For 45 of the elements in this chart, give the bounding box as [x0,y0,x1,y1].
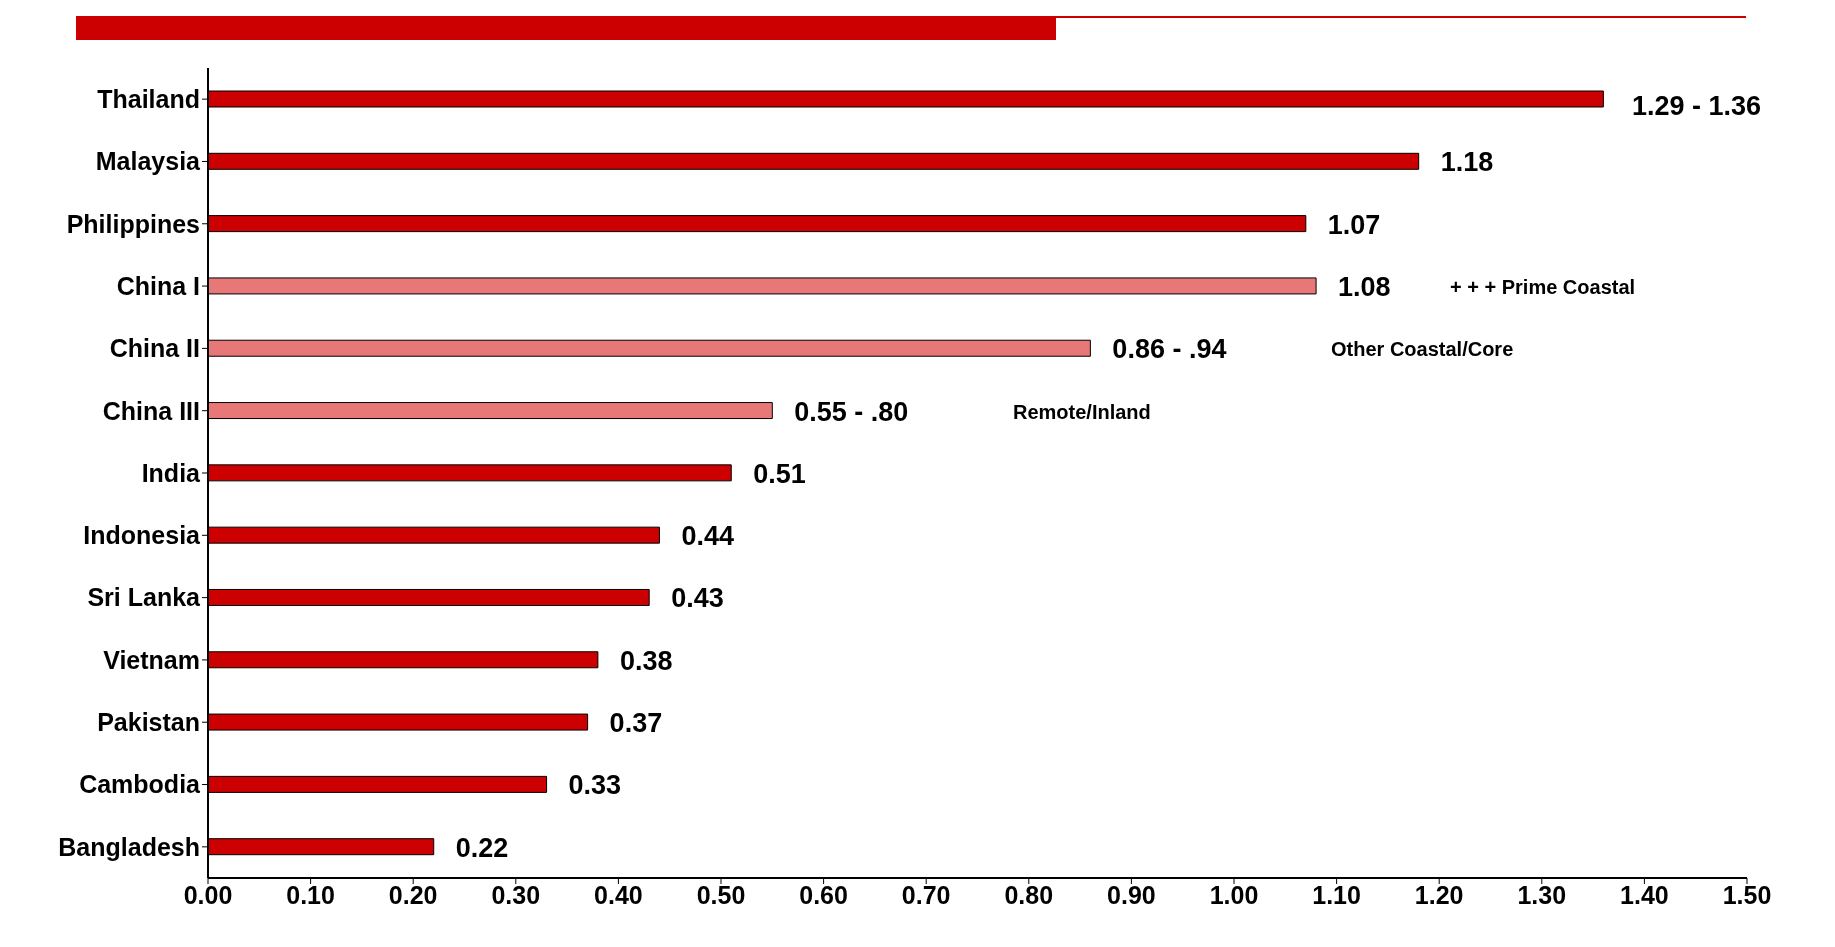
x-tick-label: 0.10 [286,880,335,909]
y-tick-label: China II [109,334,200,363]
y-tick-label: Vietnam [103,645,200,674]
data-label: 0.33 [568,770,622,801]
data-label: 0.37 [609,708,663,739]
y-tick-label: Cambodia [79,770,202,799]
annotation: 1.29 - 1.36 [1632,91,1762,122]
y-tick-label: China I [116,271,200,300]
x-tick-label: 1.10 [1312,880,1361,909]
data-label: 0.22 [455,832,509,863]
y-tick-label: India [141,458,202,487]
y-tick-label: Pakistan [97,708,200,737]
y-tick-label: Bangladesh [58,832,200,861]
data-label: 0.43 [671,583,724,614]
data-label: 0.51 [753,458,806,489]
data-label: 1.08 [1338,271,1391,302]
x-tick-label: 0.80 [1004,880,1054,909]
y-tick-label: Philippines [66,209,200,238]
x-tick-label: 0.90 [1107,880,1156,909]
data-label: 0.55 - .80 [794,396,909,427]
x-tick-label: 0.50 [696,880,746,909]
x-tick-label: 0.00 [183,880,233,909]
data-label: 1.18 [1440,147,1494,178]
x-tick-label: 1.20 [1414,880,1464,909]
data-label: 0.38 [619,645,673,676]
y-tick-label: Malaysia [95,147,202,176]
annotation: Remote/Inland [1013,401,1151,424]
data-label: 1.07 [1327,209,1381,240]
x-tick-label: 0.70 [901,880,951,909]
x-tick-label: 0.20 [388,880,438,909]
y-tick-label: Indonesia [83,521,202,550]
y-tick-label: Thailand [97,85,200,114]
x-tick-label: 1.30 [1517,880,1567,909]
x-tick-label: 1.50 [1722,880,1772,909]
y-tick-label: Sri Lanka [87,583,202,612]
annotation: Other Coastal/Core [1331,338,1514,361]
x-tick-label: 0.40 [594,880,643,909]
data-label: 0.44 [681,521,734,552]
data-label: 0.86 - .94 [1112,334,1227,365]
x-tick-label: 1.00 [1209,880,1259,909]
y-tick-label: China III [102,396,200,425]
x-tick-label: 0.30 [491,880,541,909]
annotation: + + + Prime Coastal [1450,276,1636,299]
x-tick-label: 1.40 [1620,880,1669,909]
x-tick-label: 0.60 [799,880,848,909]
